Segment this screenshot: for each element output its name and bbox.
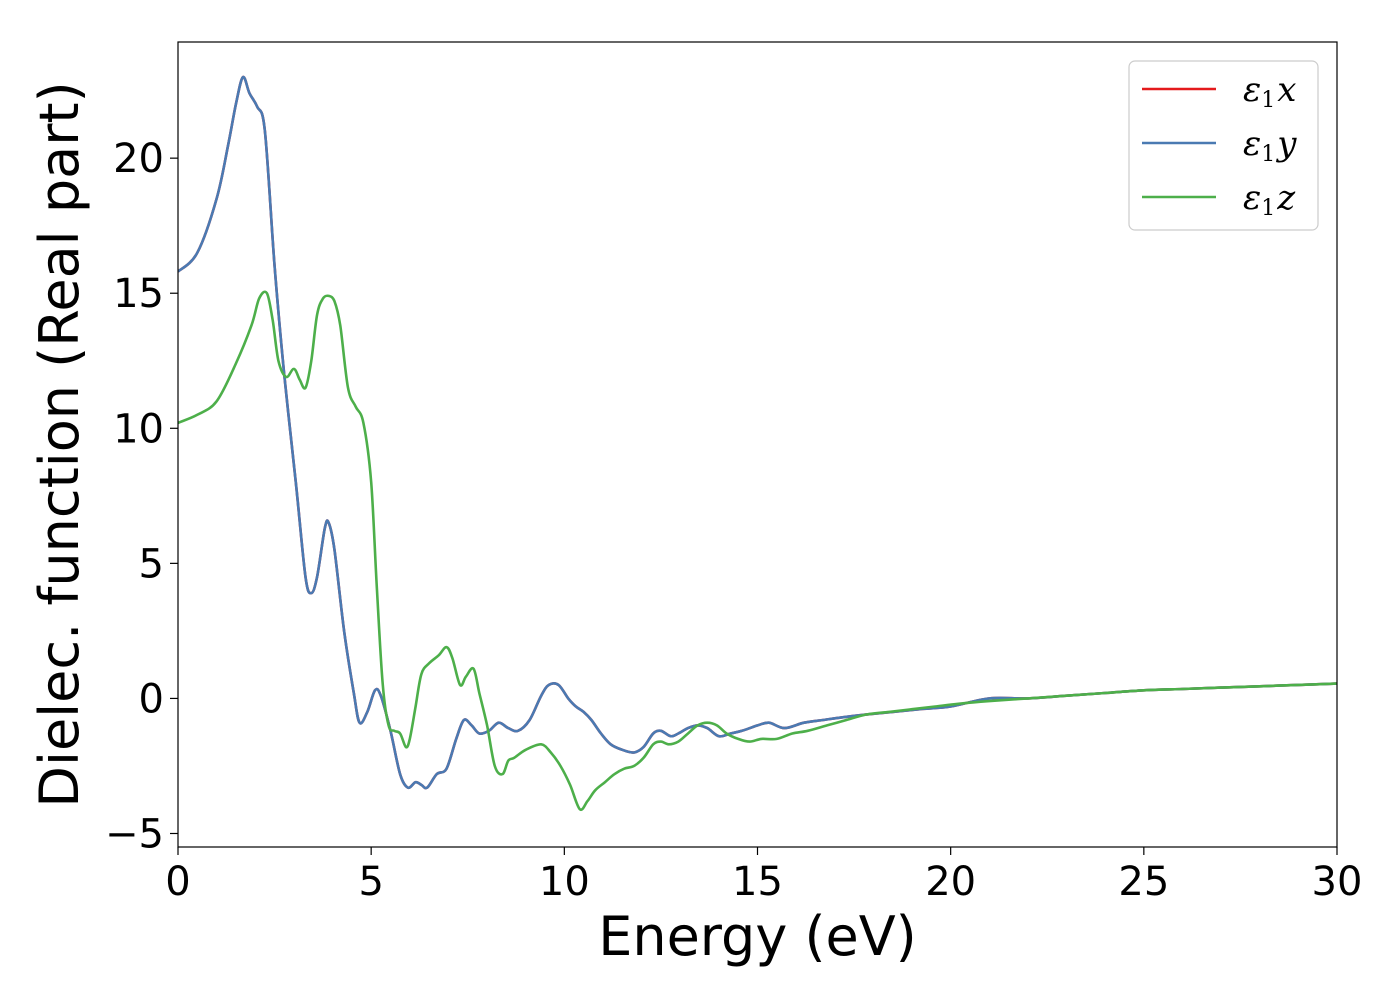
x-tick-label: 20 [925,859,976,905]
x-tick-label: 25 [1118,859,1169,905]
x-tick-label: 0 [165,859,190,905]
legend-box [1128,60,1319,231]
y-tick-label: 5 [139,541,164,587]
y-tick-label: 10 [113,406,164,452]
legend-label-z: ε1z [1243,178,1296,221]
y-tick-label: 15 [113,271,164,317]
x-axis-label: Energy (eV) [598,905,917,968]
legend: ε1x ε1y ε1z [1128,60,1319,231]
series-line-y [178,75,1337,790]
y-axis-label: Dielec. function (Real part) [28,81,91,807]
plot-area [178,75,1337,812]
series-line-z [178,290,1337,812]
x-tick-label: 5 [358,859,383,905]
y-tick-label: 20 [113,136,164,182]
x-tick-label: 10 [539,859,590,905]
y-tick-label: −5 [105,811,164,857]
legend-label-y: ε1y [1243,124,1297,167]
legend-label-x: ε1x [1243,70,1296,113]
y-tick-label: 0 [139,676,164,722]
x-tick-label: 30 [1312,859,1363,905]
x-tick-label: 15 [732,859,783,905]
